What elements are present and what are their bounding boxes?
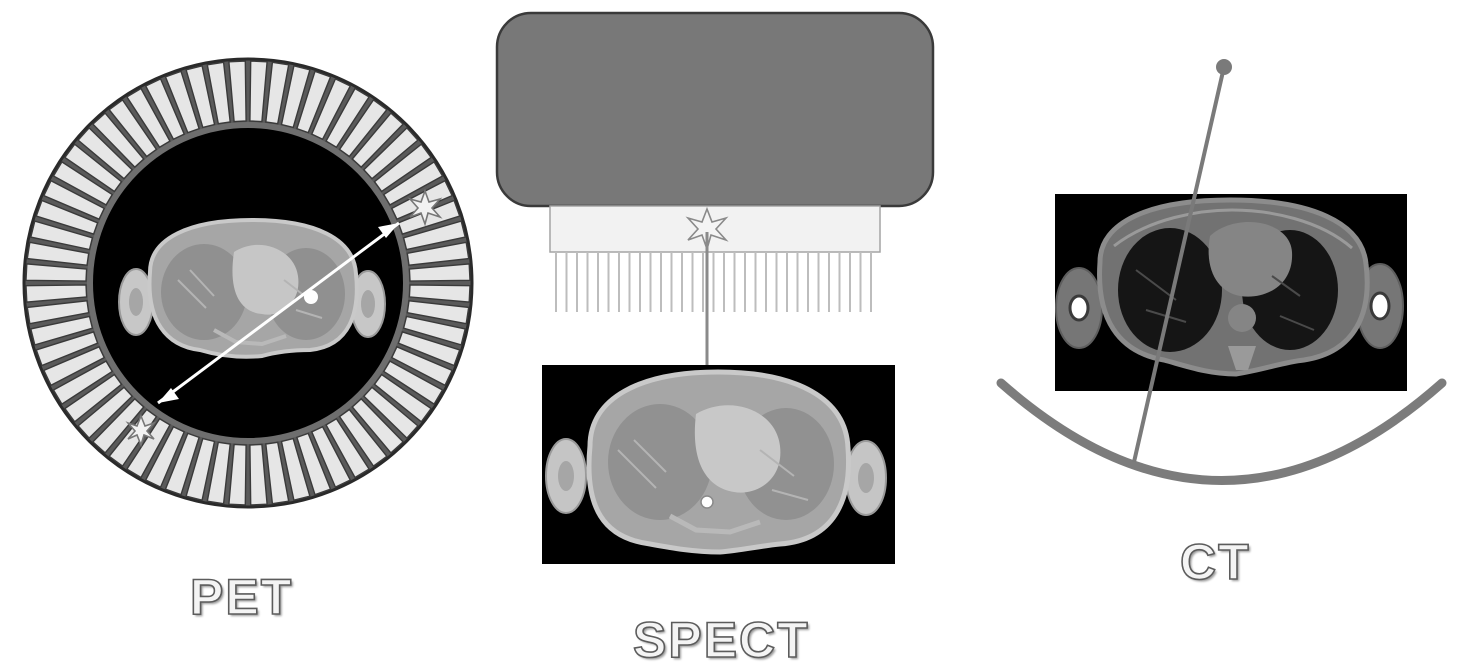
pet-detector-crystal	[397, 199, 461, 235]
pet-star-burst-icon	[407, 188, 443, 227]
pet-detector-crystal	[77, 386, 134, 440]
pet-detector-crystal	[144, 425, 186, 489]
pet-detector-crystal	[29, 315, 94, 346]
pet-detector-crystal	[63, 143, 123, 193]
ct-label: CT	[1179, 534, 1251, 590]
spect-label: SPECT	[632, 612, 810, 668]
pet-detector-crystal	[108, 98, 158, 158]
pet-detector-crystal	[164, 70, 200, 134]
pet-detector-crystal	[125, 87, 171, 149]
pet-scanner	[22, 57, 474, 509]
pet-detector-crystal	[206, 441, 231, 505]
pet-detector-crystal	[397, 331, 461, 367]
pet-detector-crystal	[280, 437, 311, 502]
pet-detector-crystal	[362, 386, 419, 440]
pet-detector-crystal	[35, 199, 99, 235]
pet-detector-crystal	[25, 263, 88, 282]
pet-detector-crystal	[77, 126, 134, 180]
pet-detector-crystal	[52, 360, 114, 406]
pet-detector-crystal	[26, 300, 90, 325]
pet-detector-crystal	[265, 441, 290, 505]
pet-detector-crystal	[52, 160, 114, 206]
pet-detector-crystal	[29, 220, 94, 251]
pet-detector-crystals	[25, 60, 471, 506]
pet-detector-crystal	[406, 300, 470, 325]
pet-detector-crystal	[338, 98, 388, 158]
pet-detector-crystal	[63, 373, 123, 423]
pet-detector-crystal	[382, 360, 444, 406]
spect-collimator-septa	[555, 252, 872, 312]
pet-coincidence-line	[157, 221, 400, 405]
pet-detector-crystal	[265, 61, 290, 125]
pet-patient-cross-section	[118, 217, 386, 359]
pet-detector-crystal	[125, 417, 171, 479]
ct-x-ray-beam	[1132, 66, 1226, 463]
pet-label: PET	[189, 569, 294, 625]
pet-detector-crystal	[280, 64, 311, 129]
ct-scanner	[996, 59, 1447, 485]
pet-detector-crystal	[185, 64, 216, 129]
pet-detector-crystal	[249, 60, 268, 123]
spect-patient-image	[542, 365, 895, 564]
pet-star-burst-icon-lower	[125, 413, 157, 448]
pet-detector-crystal	[362, 126, 419, 180]
pet-detector-crystal	[206, 61, 231, 125]
pet-detector-crystal	[296, 432, 332, 496]
pet-detector-crystal	[351, 112, 405, 169]
pet-detector-crystal	[310, 77, 352, 141]
pet-detector-crystal	[408, 284, 471, 303]
pet-detector-crystal	[42, 179, 106, 221]
ct-x-ray-source-dot-icon	[1216, 59, 1232, 75]
pet-detector-crystal	[228, 60, 247, 123]
pet-detector-crystal	[310, 425, 352, 489]
pet-detector-crystal	[373, 143, 433, 193]
pet-detector-crystal	[373, 373, 433, 423]
ct-patient-image	[1055, 194, 1407, 391]
pet-detector-crystal	[249, 443, 268, 506]
pet-detector-crystal	[338, 408, 388, 468]
pet-detector-crystal	[144, 77, 186, 141]
pet-detector-crystal	[26, 241, 90, 266]
pet-detector-crystal	[402, 315, 467, 346]
pet-detector-crystal	[164, 432, 200, 496]
pet-annihilation-point-icon	[304, 290, 318, 304]
spect-gamma-camera	[495, 11, 935, 502]
pet-detector-crystal	[91, 397, 145, 454]
pet-detector-crystal	[25, 284, 88, 303]
spect-emission-point-icon	[700, 495, 714, 509]
pet-detector-crystal	[185, 437, 216, 502]
pet-detector-crystal	[296, 70, 332, 134]
pet-detector-crystal	[406, 241, 470, 266]
pet-detector-crystal	[325, 87, 371, 149]
pet-detector-crystal	[42, 345, 106, 387]
pet-detector-crystal	[91, 112, 145, 169]
ct-detector-arc	[996, 378, 1447, 485]
pet-detector-crystal	[402, 220, 467, 251]
pet-detector-crystal	[382, 160, 444, 206]
pet-detector-crystal	[35, 331, 99, 367]
pet-detector-crystal	[228, 443, 247, 506]
pet-detector-crystal	[351, 397, 405, 454]
pet-detector-crystal	[390, 345, 454, 387]
pet-detector-crystal	[325, 417, 371, 479]
pet-detector-crystal	[408, 263, 471, 282]
spect-detector-head	[495, 11, 935, 208]
